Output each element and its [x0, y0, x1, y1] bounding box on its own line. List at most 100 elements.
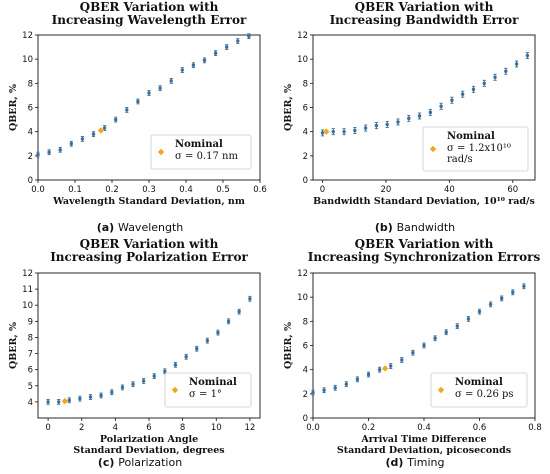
y-tick-label: 8 [303, 317, 308, 327]
y-tick-label: 2 [303, 152, 308, 162]
data-point [411, 351, 415, 355]
data-point [236, 39, 240, 43]
data-point [180, 68, 184, 72]
data-point [353, 128, 357, 133]
data-point [152, 374, 156, 378]
data-point [355, 377, 360, 382]
data-point [344, 382, 348, 386]
subfigure-caption: (d) Timing [386, 456, 445, 469]
data-point [396, 120, 400, 124]
data-point [47, 150, 51, 154]
x-tick-label: 0.6 [253, 185, 267, 195]
data-point [522, 284, 526, 288]
data-point [482, 81, 486, 86]
x-tick-label: 0.4 [417, 423, 431, 433]
caption-text: Bandwidth [397, 221, 456, 234]
nominal-marker [381, 365, 389, 372]
data-point [91, 132, 96, 136]
data-point [173, 363, 178, 367]
y-tick-label: 4 [28, 128, 33, 138]
x-tick-label: 0.1 [68, 185, 82, 195]
caption-text: Wavelength [118, 221, 183, 234]
data-point [216, 330, 220, 335]
chart-title: QBER Variation with [355, 0, 494, 14]
data-point [46, 400, 50, 404]
legend-entry: rad/s [447, 154, 473, 165]
nominal-marker [323, 128, 330, 135]
data-point [184, 355, 188, 359]
data-point [422, 343, 426, 348]
y-tick-label: 9 [28, 317, 33, 327]
data-point [120, 385, 125, 390]
legend-entry: σ = 1.2x10¹⁰ [447, 143, 511, 154]
legend-entry: σ = 1° [189, 389, 222, 400]
data-point [202, 58, 207, 63]
y-tick-label: 4 [28, 398, 33, 408]
y-tick-label: 12 [22, 269, 33, 279]
data-point [439, 104, 443, 108]
data-point [511, 290, 515, 295]
data-point [488, 302, 493, 307]
data-point [500, 296, 504, 301]
data-point [247, 34, 251, 38]
x-axis-label: Standard Deviation, picoseconds [337, 445, 511, 456]
data-point [320, 131, 325, 135]
x-tick-label: 0.3 [142, 185, 156, 195]
y-tick-label: 6 [303, 104, 308, 114]
data-point [169, 79, 173, 83]
data-point [125, 108, 129, 112]
chart-title: Increasing Bandwidth Error [330, 13, 520, 27]
y-tick-label: 6 [28, 104, 33, 114]
data-point [67, 398, 71, 402]
data-point [363, 126, 368, 130]
x-tick-label: 0.0 [31, 185, 45, 195]
data-point [69, 142, 74, 146]
y-axis-label: QBER, % [8, 84, 19, 131]
y-tick-label: 0 [28, 176, 33, 186]
data-point [366, 372, 371, 377]
data-point [191, 63, 196, 67]
data-point [99, 393, 103, 398]
x-tick-label: 0 [45, 423, 50, 433]
x-tick-label: 6 [146, 423, 151, 433]
y-tick-label: 12 [297, 31, 308, 41]
data-point [141, 379, 146, 383]
data-point [136, 99, 140, 104]
caption-text: Timing [406, 456, 444, 469]
legend-marker [171, 386, 179, 394]
y-tick-label: 10 [297, 293, 308, 303]
y-tick-label: 11 [22, 285, 33, 295]
nominal-marker [61, 397, 69, 405]
caption-letter: (b) [375, 221, 397, 234]
y-tick-label: 4 [303, 128, 308, 138]
x-axis-label: Wavelength Standard Deviation, nm [52, 196, 245, 207]
legend-title: Nominal [189, 377, 237, 388]
x-tick-label: 2 [79, 423, 84, 433]
x-tick-label: 60 [507, 185, 518, 195]
y-tick-label: 6 [303, 342, 308, 352]
caption-letter: (d) [386, 456, 408, 469]
data-point [455, 324, 459, 328]
chart-title: Increasing Wavelength Error [52, 13, 247, 27]
data-point [389, 364, 393, 368]
chart-title: QBER Variation with [80, 237, 219, 251]
data-point [471, 87, 476, 92]
data-point [477, 309, 482, 314]
y-axis-label: QBER, % [283, 322, 294, 369]
data-point [322, 388, 326, 392]
x-tick-label: 0.6 [473, 423, 487, 433]
y-tick-label: 10 [297, 55, 308, 65]
legend-box [430, 372, 528, 408]
data-point [226, 319, 231, 324]
legend-entry: σ = 0.26 ps [455, 389, 514, 400]
x-tick-label: 20 [381, 185, 392, 195]
data-point [237, 309, 241, 314]
data-point [311, 390, 315, 395]
y-axis-label: QBER, % [8, 322, 19, 369]
data-point [504, 69, 508, 73]
x-tick-label: 8 [180, 423, 185, 433]
y-tick-label: 12 [297, 269, 308, 279]
